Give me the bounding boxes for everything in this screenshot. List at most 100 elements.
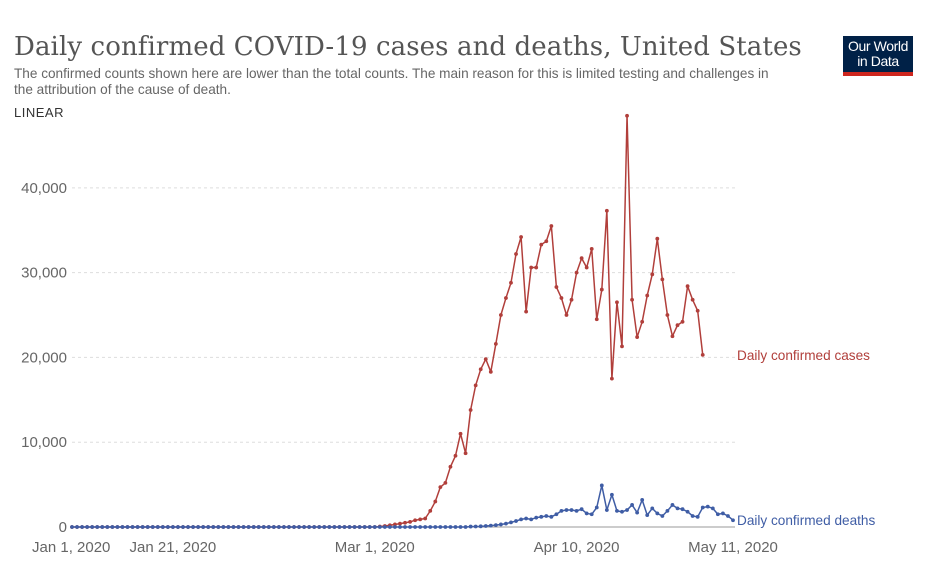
- deaths-point[interactable]: [635, 510, 640, 515]
- deaths-point[interactable]: [544, 514, 549, 518]
- deaths-point[interactable]: [216, 525, 221, 529]
- deaths-point[interactable]: [130, 525, 135, 529]
- deaths-point[interactable]: [463, 525, 468, 529]
- cases-point[interactable]: [418, 517, 423, 522]
- deaths-point[interactable]: [337, 525, 342, 529]
- deaths-point[interactable]: [135, 525, 140, 529]
- deaths-point[interactable]: [332, 525, 337, 529]
- deaths-point[interactable]: [327, 525, 332, 529]
- cases-point[interactable]: [690, 297, 695, 302]
- cases-point[interactable]: [529, 265, 534, 270]
- deaths-point[interactable]: [726, 514, 730, 518]
- deaths-point[interactable]: [256, 525, 261, 529]
- deaths-point[interactable]: [307, 525, 312, 529]
- deaths-point[interactable]: [95, 525, 100, 529]
- deaths-point[interactable]: [423, 525, 428, 529]
- deaths-point[interactable]: [695, 514, 700, 519]
- deaths-point[interactable]: [599, 483, 604, 488]
- deaths-point[interactable]: [302, 525, 307, 529]
- deaths-point[interactable]: [413, 525, 418, 529]
- cases-point[interactable]: [584, 265, 589, 270]
- cases-point[interactable]: [549, 224, 554, 228]
- cases-point[interactable]: [428, 508, 433, 513]
- cases-point[interactable]: [468, 408, 473, 412]
- cases-point[interactable]: [610, 376, 614, 381]
- deaths-point[interactable]: [241, 525, 246, 529]
- deaths-point[interactable]: [292, 525, 296, 529]
- cases-point[interactable]: [483, 357, 488, 362]
- deaths-point[interactable]: [75, 525, 79, 529]
- deaths-point[interactable]: [488, 523, 493, 528]
- deaths-point[interactable]: [110, 525, 115, 529]
- cases-point[interactable]: [534, 265, 539, 270]
- deaths-point[interactable]: [514, 519, 518, 523]
- deaths-point[interactable]: [398, 525, 402, 529]
- deaths-point[interactable]: [640, 497, 645, 502]
- cases-point[interactable]: [514, 252, 518, 256]
- cases-point[interactable]: [695, 308, 700, 313]
- deaths-point[interactable]: [403, 525, 407, 529]
- deaths-point[interactable]: [393, 525, 397, 529]
- deaths-point[interactable]: [382, 525, 387, 529]
- deaths-point[interactable]: [246, 525, 251, 529]
- deaths-point[interactable]: [105, 525, 110, 529]
- cases-point[interactable]: [458, 431, 463, 436]
- cases-point[interactable]: [635, 335, 640, 339]
- deaths-point[interactable]: [650, 506, 655, 511]
- deaths-point[interactable]: [80, 525, 84, 529]
- cases-point[interactable]: [448, 464, 453, 469]
- deaths-point[interactable]: [160, 525, 165, 529]
- deaths-point[interactable]: [594, 505, 599, 510]
- cases-point[interactable]: [670, 334, 675, 339]
- deaths-point[interactable]: [90, 525, 95, 529]
- cases-point[interactable]: [574, 270, 579, 275]
- deaths-point[interactable]: [428, 525, 433, 529]
- deaths-point[interactable]: [604, 508, 609, 512]
- deaths-point[interactable]: [483, 524, 488, 528]
- deaths-point[interactable]: [670, 503, 675, 507]
- cases-point[interactable]: [685, 284, 690, 289]
- deaths-point[interactable]: [312, 525, 317, 529]
- owid-logo[interactable]: Our World in Data: [843, 36, 913, 76]
- cases-point[interactable]: [473, 383, 478, 388]
- deaths-point[interactable]: [372, 525, 377, 529]
- cases-point[interactable]: [620, 344, 624, 349]
- deaths-point[interactable]: [282, 525, 286, 529]
- deaths-point[interactable]: [473, 524, 478, 529]
- cases-point[interactable]: [509, 280, 513, 285]
- cases-point[interactable]: [579, 256, 584, 261]
- deaths-point[interactable]: [685, 509, 690, 514]
- cases-point[interactable]: [645, 293, 650, 298]
- deaths-point[interactable]: [206, 525, 211, 529]
- deaths-point[interactable]: [675, 506, 680, 511]
- deaths-point[interactable]: [231, 525, 236, 529]
- cases-point[interactable]: [700, 352, 705, 357]
- scale-toggle-linear[interactable]: LINEAR: [14, 105, 64, 120]
- deaths-point[interactable]: [196, 525, 201, 529]
- deaths-point[interactable]: [715, 512, 720, 517]
- deaths-point[interactable]: [433, 525, 438, 529]
- cases-point[interactable]: [589, 246, 594, 251]
- cases-point[interactable]: [680, 319, 685, 324]
- cases-point[interactable]: [655, 236, 660, 241]
- deaths-point[interactable]: [150, 525, 155, 529]
- deaths-point[interactable]: [529, 517, 534, 522]
- deaths-point[interactable]: [120, 525, 125, 529]
- deaths-point[interactable]: [221, 525, 226, 529]
- cases-point[interactable]: [398, 521, 402, 526]
- cases-point[interactable]: [438, 485, 443, 490]
- deaths-point[interactable]: [524, 516, 529, 521]
- deaths-point[interactable]: [665, 508, 670, 513]
- deaths-point[interactable]: [125, 525, 130, 529]
- cases-point[interactable]: [423, 516, 428, 521]
- deaths-point[interactable]: [357, 525, 362, 529]
- deaths-point[interactable]: [408, 525, 412, 529]
- deaths-point[interactable]: [443, 525, 448, 529]
- deaths-point[interactable]: [115, 525, 120, 529]
- deaths-point[interactable]: [387, 525, 392, 529]
- deaths-point[interactable]: [70, 525, 74, 529]
- deaths-point[interactable]: [155, 525, 160, 529]
- deaths-point[interactable]: [620, 509, 624, 514]
- deaths-point[interactable]: [438, 525, 443, 529]
- deaths-point[interactable]: [171, 525, 175, 529]
